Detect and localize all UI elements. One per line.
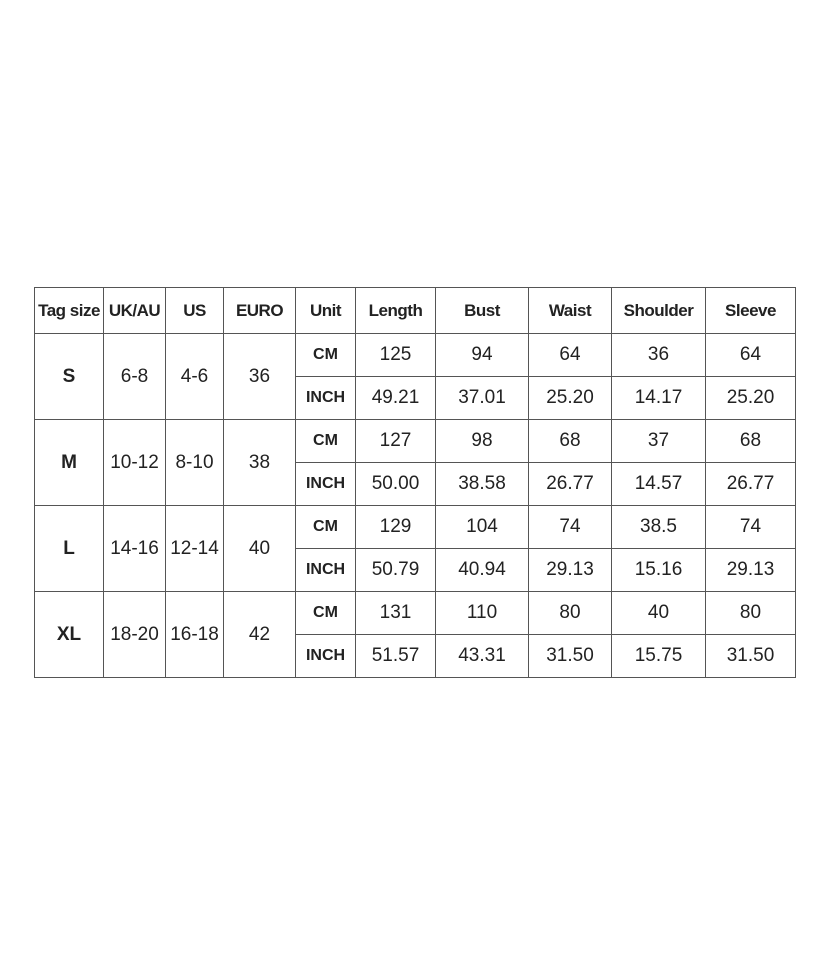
- waist-cell: 80: [528, 591, 612, 635]
- bust-cell: 104: [435, 505, 529, 549]
- column-header: Unit: [295, 287, 356, 334]
- sleeve-cell: 64: [705, 333, 796, 377]
- waist-cell: 68: [528, 419, 612, 463]
- table-row: INCH 50.79 40.94 29.13 15.16 29.13: [35, 548, 796, 592]
- tag-size-cell: XL: [34, 591, 104, 678]
- table-row: S 6-8 4-6 36 CM 125 94 64 36 64: [34, 333, 796, 420]
- sleeve-cell: 26.77: [705, 462, 796, 506]
- sleeve-cell: 80: [705, 591, 796, 635]
- length-cell: 131: [355, 591, 436, 635]
- length-cell: 50.00: [355, 462, 436, 506]
- bust-cell: 40.94: [435, 548, 529, 592]
- length-cell: 49.21: [355, 376, 436, 420]
- table-row: XL 18-20 16-18 42 CM 131 110 80 40 80: [34, 591, 796, 678]
- us-cell: 4-6: [165, 333, 224, 420]
- length-cell: 51.57: [355, 634, 436, 678]
- shoulder-cell: 14.57: [611, 462, 706, 506]
- column-header: Sleeve: [705, 287, 796, 334]
- us-cell: 12-14: [165, 505, 224, 592]
- bust-cell: 37.01: [435, 376, 529, 420]
- unit-cell: INCH: [295, 462, 356, 506]
- shoulder-cell: 15.75: [611, 634, 706, 678]
- tag-size-cell: S: [34, 333, 104, 420]
- column-header: US: [165, 287, 224, 334]
- waist-cell: 29.13: [528, 548, 612, 592]
- uk-au-cell: 14-16: [103, 505, 166, 592]
- length-cell: 127: [355, 419, 436, 463]
- column-header: Bust: [435, 287, 529, 334]
- shoulder-cell: 40: [611, 591, 706, 635]
- length-cell: 125: [355, 333, 436, 377]
- table-row: L 14-16 12-14 40 CM 129 104 74 38.5 74: [34, 505, 796, 592]
- waist-cell: 31.50: [528, 634, 612, 678]
- bust-cell: 94: [435, 333, 529, 377]
- length-cell: 50.79: [355, 548, 436, 592]
- bust-cell: 110: [435, 591, 529, 635]
- table-row: INCH 51.57 43.31 31.50 15.75 31.50: [35, 634, 796, 678]
- bust-cell: 98: [435, 419, 529, 463]
- unit-cell: CM: [295, 419, 356, 463]
- table-row: M 10-12 8-10 38 CM 127 98 68 37 68: [34, 419, 796, 506]
- column-header: Waist: [528, 287, 612, 334]
- size-chart-table: Tag size UK/AU US EURO Unit Length Bust Waist Sh…: [34, 287, 796, 678]
- waist-cell: 25.20: [528, 376, 612, 420]
- uk-au-cell: 18-20: [103, 591, 166, 678]
- shoulder-cell: 38.5: [611, 505, 706, 549]
- sleeve-cell: 25.20: [705, 376, 796, 420]
- shoulder-cell: 36: [611, 333, 706, 377]
- header-row: Tag size UK/AU US EURO Unit Length Bust Waist Sh…: [34, 287, 796, 334]
- sleeve-cell: 29.13: [705, 548, 796, 592]
- shoulder-cell: 15.16: [611, 548, 706, 592]
- uk-au-cell: 6-8: [103, 333, 166, 420]
- bust-cell: 38.58: [435, 462, 529, 506]
- us-cell: 8-10: [165, 419, 224, 506]
- column-header: Shoulder: [611, 287, 706, 334]
- euro-cell: 36: [223, 333, 296, 420]
- euro-cell: 42: [223, 591, 296, 678]
- tag-size-cell: M: [34, 419, 104, 506]
- uk-au-cell: 10-12: [103, 419, 166, 506]
- shoulder-cell: 14.17: [611, 376, 706, 420]
- waist-cell: 74: [528, 505, 612, 549]
- unit-cell: CM: [295, 591, 356, 635]
- sleeve-cell: 74: [705, 505, 796, 549]
- euro-cell: 38: [223, 419, 296, 506]
- column-header: UK/AU: [103, 287, 166, 334]
- us-cell: 16-18: [165, 591, 224, 678]
- unit-cell: CM: [295, 505, 356, 549]
- column-header: Length: [355, 287, 436, 334]
- waist-cell: 26.77: [528, 462, 612, 506]
- unit-cell: INCH: [295, 376, 356, 420]
- sleeve-cell: 68: [705, 419, 796, 463]
- length-cell: 129: [355, 505, 436, 549]
- column-header: EURO: [223, 287, 296, 334]
- table-row: INCH 50.00 38.58 26.77 14.57 26.77: [35, 462, 796, 506]
- bust-cell: 43.31: [435, 634, 529, 678]
- tag-size-cell: L: [34, 505, 104, 592]
- unit-cell: CM: [295, 333, 356, 377]
- unit-cell: INCH: [295, 634, 356, 678]
- waist-cell: 64: [528, 333, 612, 377]
- unit-cell: INCH: [295, 548, 356, 592]
- table-row: INCH 49.21 37.01 25.20 14.17 25.20: [35, 376, 796, 420]
- sleeve-cell: 31.50: [705, 634, 796, 678]
- euro-cell: 40: [223, 505, 296, 592]
- column-header: Tag size: [34, 287, 104, 334]
- shoulder-cell: 37: [611, 419, 706, 463]
